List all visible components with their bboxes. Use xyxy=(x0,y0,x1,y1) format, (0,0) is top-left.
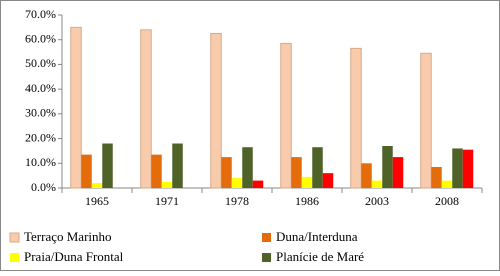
legend-swatch xyxy=(9,232,20,243)
legend-swatch xyxy=(262,253,271,262)
bar xyxy=(102,143,113,188)
bar xyxy=(140,29,152,189)
bar xyxy=(420,52,432,189)
y-tick-label: 30.0% xyxy=(25,106,56,120)
legend-label: Praia/Duna Frontal xyxy=(24,249,124,264)
bar xyxy=(81,154,92,188)
y-tick-label: 0.0% xyxy=(31,180,56,194)
bar xyxy=(462,149,474,188)
bar xyxy=(291,157,302,188)
y-tick-label: 40.0% xyxy=(25,81,56,95)
bar xyxy=(350,47,362,189)
x-tick-label: 1978 xyxy=(225,194,249,208)
bar xyxy=(151,154,162,188)
legend-label: Planície de Maré xyxy=(276,249,364,264)
x-tick-label: 1986 xyxy=(295,194,319,208)
legend-swatch xyxy=(262,233,271,242)
bar xyxy=(172,143,183,188)
y-tick-label: 50.0% xyxy=(25,56,56,70)
bar xyxy=(431,166,442,188)
bar xyxy=(322,173,334,188)
x-tick-label: 2003 xyxy=(365,194,389,208)
legend-swatch xyxy=(10,253,19,262)
y-tick-label: 10.0% xyxy=(25,155,56,169)
y-tick-label: 60.0% xyxy=(25,31,56,45)
bar xyxy=(371,180,383,188)
y-tick-label: 20.0% xyxy=(25,130,56,144)
bar xyxy=(392,157,404,188)
bar xyxy=(452,148,463,188)
legend-label: Duna/Interduna xyxy=(276,229,358,244)
x-tick-label: 2008 xyxy=(435,194,459,208)
x-tick-label: 1965 xyxy=(85,194,109,208)
y-tick-label: 70.0% xyxy=(25,7,56,21)
bar xyxy=(252,180,264,188)
bar xyxy=(70,26,82,189)
bar xyxy=(280,42,292,189)
bar xyxy=(210,33,222,189)
bar xyxy=(312,147,323,188)
bar xyxy=(242,147,253,188)
bar xyxy=(231,178,243,188)
bar xyxy=(361,163,372,188)
bar xyxy=(441,180,453,188)
bar xyxy=(301,176,313,188)
x-tick-label: 1971 xyxy=(155,194,179,208)
bar xyxy=(382,145,393,188)
bar xyxy=(91,183,103,188)
bar xyxy=(221,157,232,188)
bar xyxy=(161,181,173,188)
legend-label: Terraço Marinho xyxy=(24,229,112,244)
